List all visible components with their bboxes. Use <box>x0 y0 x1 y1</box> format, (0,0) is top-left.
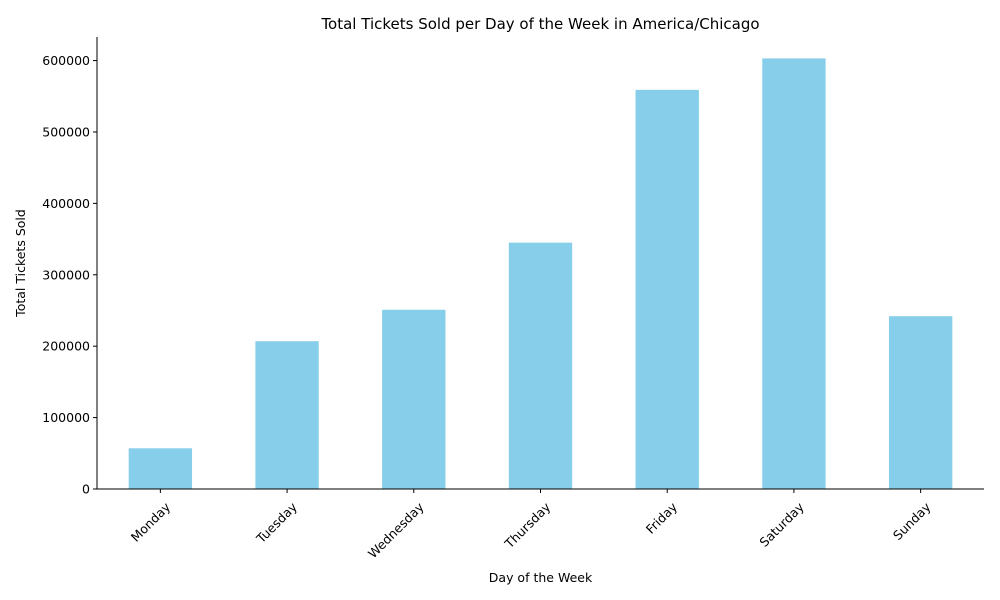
y-axis: 0 100000 200000 300000 400000 500000 600000 <box>42 53 97 497</box>
chart-title: Total Tickets Sold per Day of the Week i… <box>320 15 759 33</box>
y-tick-label: 400000 <box>42 196 90 211</box>
x-tick-label-saturday: Saturday <box>756 499 807 550</box>
x-axis-label: Day of the Week <box>489 570 593 585</box>
y-tick-label: 0 <box>82 482 90 497</box>
bar-saturday <box>762 58 826 490</box>
axis-frame <box>96 37 984 490</box>
bar-monday <box>128 448 193 489</box>
y-tick-label: 600000 <box>42 53 90 68</box>
x-tick-label-monday: Monday <box>128 499 174 545</box>
bar-thursday <box>508 242 573 489</box>
bar-wednesday <box>382 309 446 489</box>
bars-group <box>128 58 953 490</box>
bar-tuesday <box>255 341 319 489</box>
x-tick-label-tuesday: Tuesday <box>253 499 301 547</box>
y-tick-label: 500000 <box>42 124 90 139</box>
x-axis: Monday Tuesday Wednesday Thursday Friday Satu… <box>128 489 934 561</box>
x-tick-label-thursday: Thursday <box>501 499 554 552</box>
y-axis-label: Total Tickets Sold <box>13 209 28 318</box>
bar-sunday <box>888 316 953 489</box>
bar-friday <box>635 89 699 489</box>
y-tick-label: 200000 <box>42 339 90 354</box>
y-tick-label: 300000 <box>42 267 90 282</box>
x-tick-label-wednesday: Wednesday <box>365 499 427 561</box>
x-tick-label-sunday: Sunday <box>890 499 934 543</box>
x-tick-label-friday: Friday <box>643 499 681 537</box>
y-tick-label: 100000 <box>42 410 90 425</box>
